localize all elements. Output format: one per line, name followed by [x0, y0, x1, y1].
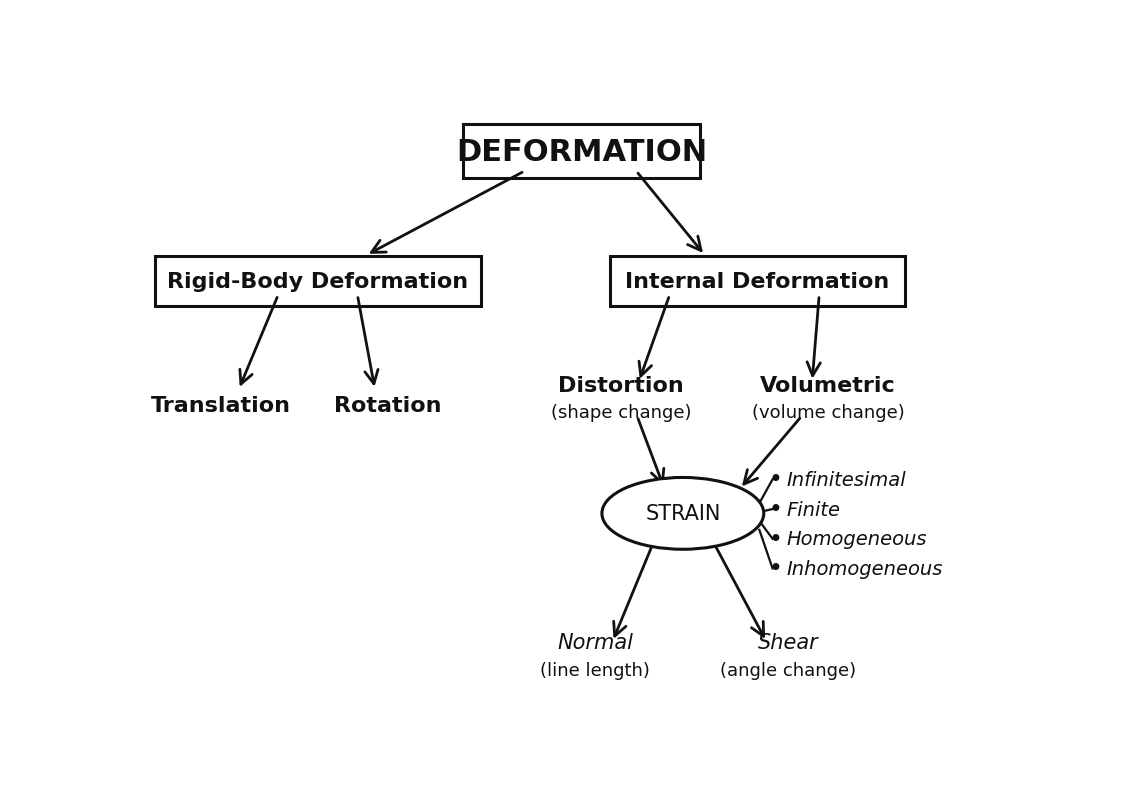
FancyBboxPatch shape — [609, 257, 906, 307]
Text: Internal Deformation: Internal Deformation — [625, 272, 890, 291]
Text: DEFORMATION: DEFORMATION — [456, 137, 707, 166]
FancyBboxPatch shape — [155, 257, 480, 307]
Text: (angle change): (angle change) — [721, 661, 857, 679]
Text: (line length): (line length) — [540, 661, 650, 679]
Text: Infinitesimal: Infinitesimal — [787, 471, 906, 489]
Text: •: • — [768, 467, 782, 491]
Text: Rotation: Rotation — [335, 396, 442, 415]
Text: Translation: Translation — [151, 396, 291, 415]
Text: Homogeneous: Homogeneous — [787, 530, 927, 548]
Text: STRAIN: STRAIN — [645, 503, 721, 524]
Text: •: • — [768, 556, 782, 581]
Text: Finite: Finite — [787, 500, 841, 519]
Text: Shear: Shear — [758, 632, 818, 652]
FancyBboxPatch shape — [463, 124, 700, 179]
Text: (shape change): (shape change) — [550, 404, 691, 422]
Text: Rigid-Body Deformation: Rigid-Body Deformation — [167, 272, 469, 291]
Text: Normal: Normal — [557, 632, 633, 652]
Text: Inhomogeneous: Inhomogeneous — [787, 559, 943, 578]
Text: •: • — [768, 527, 782, 551]
Ellipse shape — [602, 478, 764, 549]
Text: •: • — [768, 497, 782, 521]
Text: (volume change): (volume change) — [751, 404, 905, 422]
Text: Volumetric: Volumetric — [760, 376, 896, 396]
Text: Distortion: Distortion — [558, 376, 684, 396]
